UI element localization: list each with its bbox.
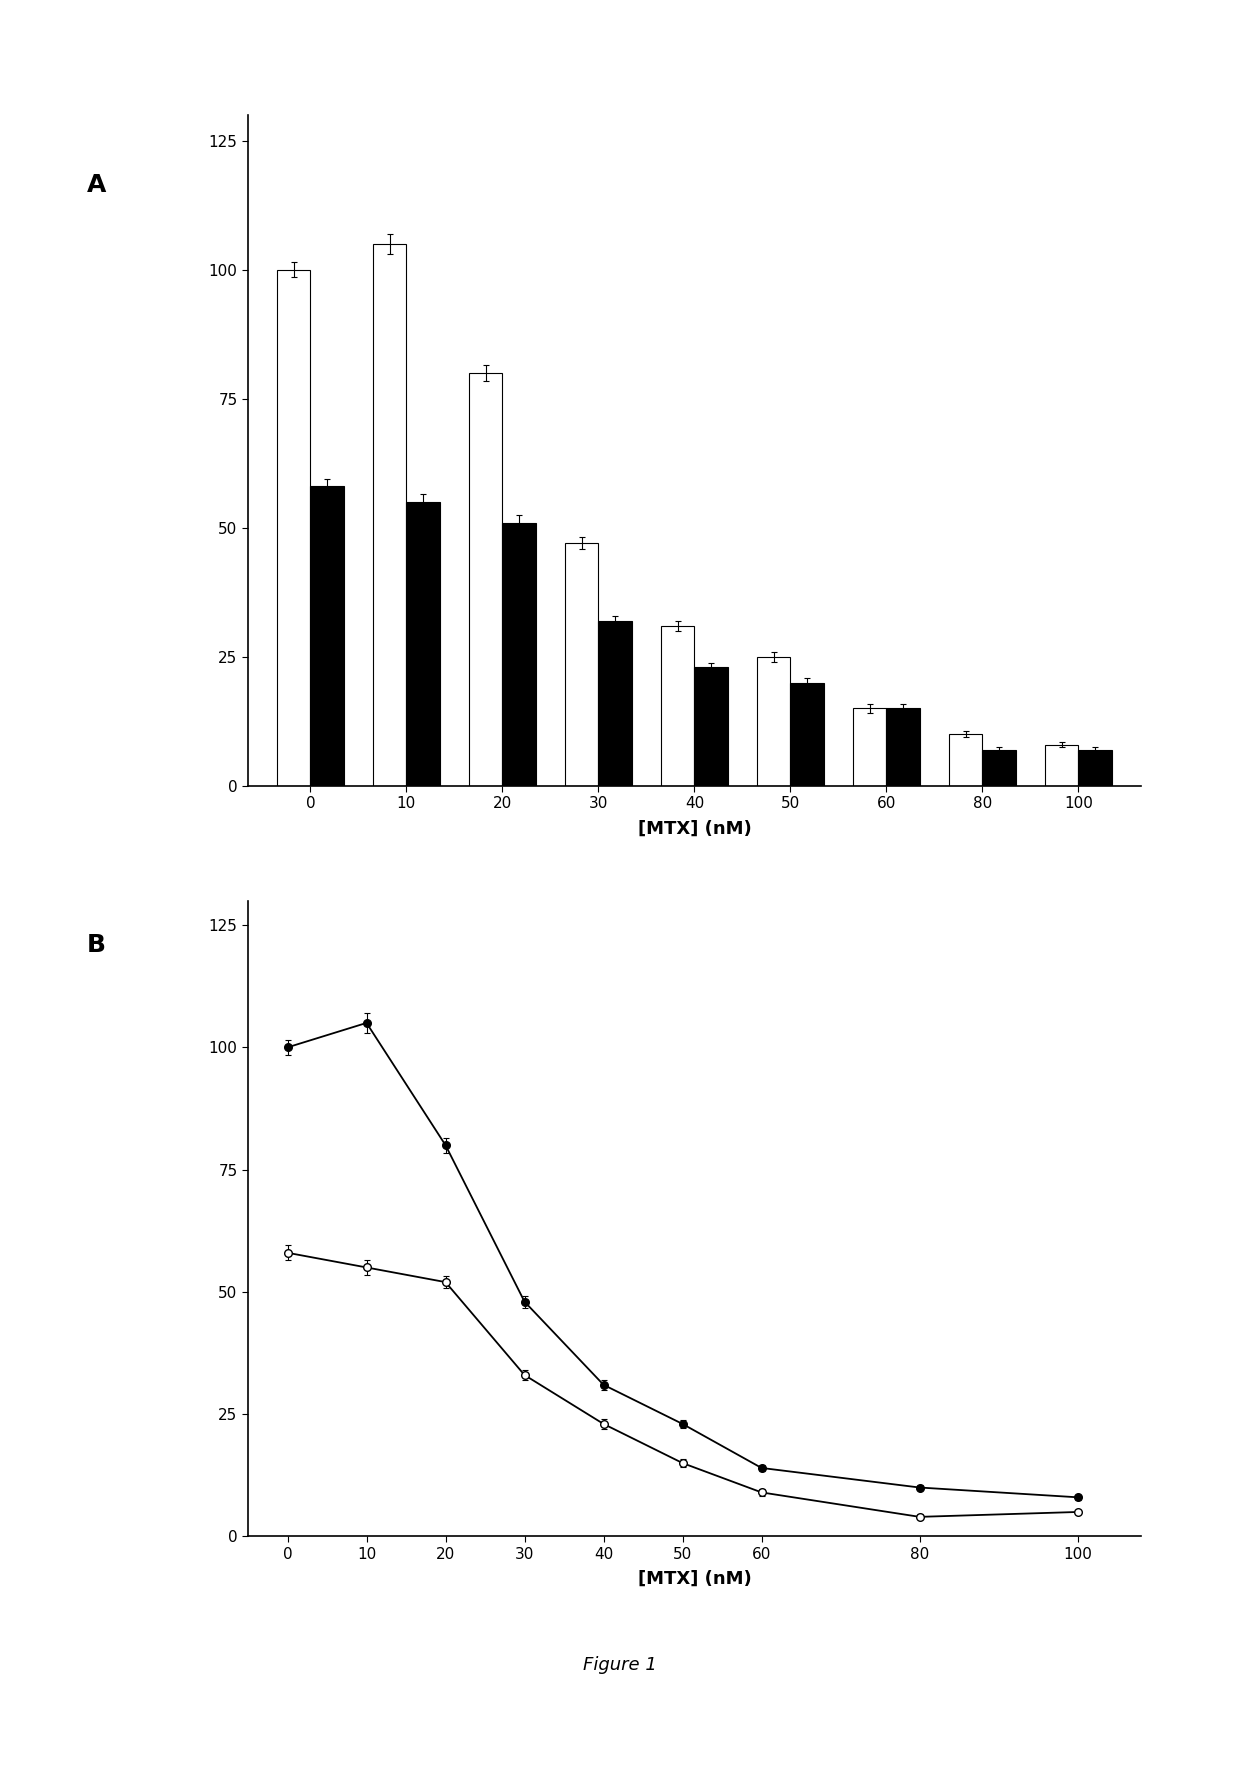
Bar [599,620,632,786]
Bar [407,502,440,786]
Bar [310,486,343,786]
X-axis label: [MTX] (nM): [MTX] (nM) [637,819,751,837]
Bar [694,668,728,786]
Bar [502,523,536,786]
Bar [982,751,1016,786]
Bar [469,373,502,786]
Bar [1079,751,1112,786]
Text: Figure 1: Figure 1 [583,1657,657,1674]
Bar [790,683,825,786]
Bar [564,544,599,786]
Bar [756,657,790,786]
Bar [949,735,982,786]
Text: A: A [87,173,107,198]
Bar [1045,745,1079,786]
X-axis label: [MTX] (nM): [MTX] (nM) [637,1570,751,1588]
Bar [853,708,887,786]
Bar [661,625,694,786]
Bar [277,270,310,786]
Text: B: B [87,932,105,957]
Bar [373,244,407,786]
Bar [887,708,920,786]
